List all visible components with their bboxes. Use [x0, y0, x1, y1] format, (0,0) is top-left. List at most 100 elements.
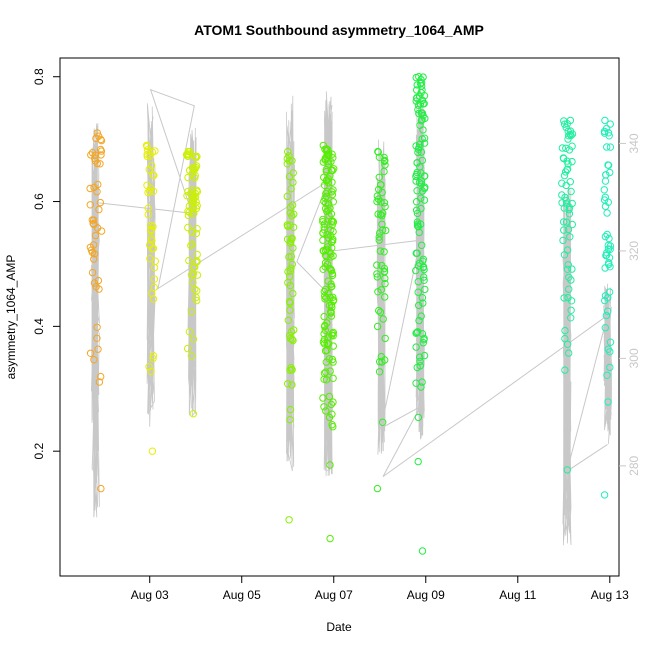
point — [286, 405, 295, 414]
point — [286, 299, 294, 307]
y-tick-label: 0.4 — [32, 318, 46, 335]
point — [287, 327, 296, 336]
point — [184, 223, 192, 232]
point — [90, 183, 98, 192]
point — [90, 356, 98, 364]
point — [94, 345, 102, 353]
point — [600, 186, 608, 194]
point — [559, 154, 568, 163]
point — [420, 273, 428, 281]
point — [97, 372, 105, 381]
point — [184, 147, 192, 156]
point — [329, 398, 337, 406]
point — [418, 109, 427, 118]
point — [417, 312, 425, 320]
x-tick-label: Aug 11 — [499, 588, 536, 602]
point — [192, 293, 200, 302]
point — [188, 228, 196, 236]
point — [604, 241, 612, 250]
point — [567, 131, 575, 140]
point — [185, 256, 193, 265]
point — [144, 210, 152, 219]
point — [420, 336, 428, 344]
point — [97, 147, 106, 155]
point — [284, 380, 292, 388]
point — [90, 255, 98, 263]
connector-line — [95, 88, 609, 478]
point — [193, 250, 201, 259]
point — [606, 168, 614, 177]
point — [325, 301, 334, 310]
y-tick-label: 0.2 — [32, 443, 46, 460]
point — [420, 196, 429, 204]
point — [562, 123, 570, 132]
point — [412, 73, 420, 82]
point — [94, 276, 103, 285]
point — [321, 326, 329, 334]
point — [412, 329, 420, 337]
point — [414, 413, 423, 422]
x-tick-label: Aug 13 — [591, 588, 629, 602]
point — [603, 209, 611, 217]
point — [95, 378, 104, 386]
point — [86, 349, 95, 357]
point — [376, 247, 384, 255]
point — [412, 343, 420, 351]
point — [601, 292, 610, 300]
point — [412, 97, 420, 105]
point — [189, 198, 198, 206]
point — [185, 328, 194, 336]
point — [321, 204, 330, 213]
series-2 — [182, 147, 202, 418]
point — [376, 358, 384, 366]
point — [417, 204, 425, 213]
point — [288, 335, 296, 344]
point — [417, 89, 425, 97]
point — [567, 306, 575, 314]
point — [146, 241, 154, 249]
point — [420, 134, 429, 142]
point — [414, 101, 423, 109]
point — [375, 233, 383, 241]
point — [415, 301, 423, 310]
point — [420, 351, 429, 360]
point — [375, 368, 384, 376]
point — [414, 328, 422, 336]
point — [97, 135, 105, 144]
point — [373, 197, 381, 206]
point — [288, 381, 296, 389]
point — [328, 421, 336, 429]
point — [605, 132, 613, 140]
point — [192, 153, 200, 162]
point — [604, 161, 613, 170]
point — [147, 226, 155, 235]
point — [191, 285, 199, 293]
point — [416, 92, 424, 101]
point — [602, 311, 611, 320]
point — [320, 340, 329, 348]
point — [417, 79, 426, 87]
point — [289, 336, 297, 345]
point — [92, 283, 100, 291]
point — [416, 121, 424, 130]
point — [415, 109, 423, 118]
point — [414, 288, 422, 296]
point — [565, 132, 573, 140]
point — [328, 178, 336, 187]
series-6 — [412, 73, 429, 555]
point — [97, 136, 106, 145]
point — [188, 186, 197, 195]
series-3 — [283, 147, 298, 524]
point — [602, 124, 611, 133]
point — [417, 75, 425, 84]
point — [188, 240, 197, 249]
point — [90, 279, 99, 287]
y-tick-label: 0.8 — [32, 68, 46, 85]
point — [288, 366, 296, 374]
point — [319, 247, 327, 255]
point — [193, 186, 201, 195]
point — [416, 353, 424, 361]
point — [286, 334, 295, 343]
point — [321, 285, 330, 294]
point — [419, 339, 427, 347]
